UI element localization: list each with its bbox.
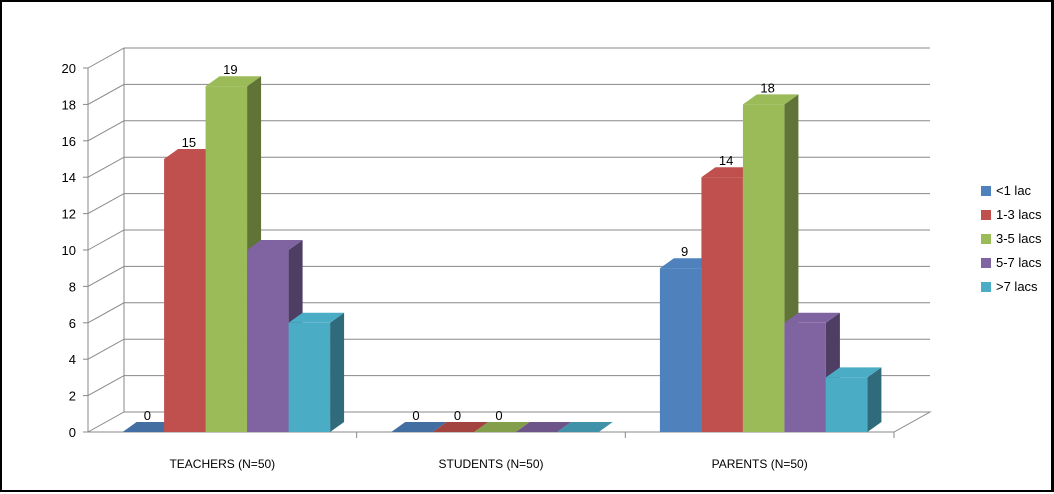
data-label: 19 <box>223 62 237 77</box>
category-label: STUDENTS (N=50) <box>438 457 543 471</box>
y-tick-label: 12 <box>62 207 76 222</box>
data-label: 9 <box>681 244 688 259</box>
gridline <box>87 193 930 215</box>
y-tick-label: 14 <box>62 170 76 185</box>
bar <box>784 312 840 432</box>
data-label: 0 <box>454 408 461 423</box>
bar <box>557 422 613 432</box>
bar-front <box>825 377 868 432</box>
y-tick-label: 10 <box>62 243 76 258</box>
bar <box>825 367 882 432</box>
y-tick-label: 0 <box>69 425 76 440</box>
gridline <box>87 156 930 178</box>
bar-front <box>164 159 206 432</box>
bar-top <box>784 312 840 323</box>
bar-top <box>825 367 882 378</box>
bar-side <box>330 312 345 432</box>
bar-side <box>867 367 882 432</box>
gridline <box>87 265 930 287</box>
legend-swatch <box>981 282 991 292</box>
bar-front <box>701 177 743 432</box>
legend-label: 1-3 lacs <box>996 207 1042 222</box>
legend-swatch <box>981 234 991 244</box>
y-axis-ticks: 0 2 4 6 8 10 12 14 16 18 20 <box>62 61 88 440</box>
bar-front <box>247 250 289 432</box>
bar-top <box>515 422 572 432</box>
y-tick-label: 18 <box>62 97 76 112</box>
legend-label: <1 lac <box>996 183 1032 198</box>
data-labels: 0 15 19 0 0 0 9 14 18 <box>144 62 775 423</box>
bar <box>515 422 572 432</box>
gridline <box>87 229 930 251</box>
bar-series <box>122 76 882 433</box>
bar-top <box>742 94 799 105</box>
data-label: 0 <box>412 408 419 423</box>
bar <box>474 422 530 432</box>
bar-top <box>288 312 345 323</box>
data-label: 15 <box>182 135 196 150</box>
gridline <box>87 47 930 69</box>
bar-top <box>432 422 489 432</box>
bar-top <box>391 422 447 432</box>
data-label: 0 <box>144 408 151 423</box>
data-label: 18 <box>760 80 774 95</box>
bar-front <box>659 268 702 432</box>
legend-swatch <box>981 186 991 196</box>
bar-top <box>557 422 613 432</box>
bar-top <box>247 240 303 250</box>
bar <box>288 312 345 432</box>
legend: <1 lac 1-3 lacs 3-5 lacs 5-7 lacs >7 lacs <box>981 183 1042 294</box>
bar <box>432 422 489 432</box>
legend-label: 5-7 lacs <box>996 255 1042 270</box>
y-tick-label: 2 <box>69 389 76 404</box>
x-axis-categories: TEACHERS (N=50) STUDENTS (N=50) PARENTS (N… <box>169 432 895 471</box>
bar-top <box>474 422 530 432</box>
y-tick-label: 4 <box>69 352 76 367</box>
legend-swatch <box>981 210 991 220</box>
y-tick-label: 6 <box>69 316 76 331</box>
bar-front <box>205 86 248 432</box>
bar-front <box>288 322 331 432</box>
category-label: PARENTS (N=50) <box>712 457 808 471</box>
legend-swatch <box>981 258 991 268</box>
gridline <box>87 83 930 105</box>
bar <box>391 422 447 432</box>
bar-front <box>784 322 826 432</box>
bar-top <box>205 76 262 87</box>
category-label: TEACHERS (N=50) <box>169 457 275 471</box>
data-label: 14 <box>719 153 733 168</box>
y-tick-label: 16 <box>62 134 76 149</box>
legend-label: 3-5 lacs <box>996 231 1042 246</box>
gridline <box>87 120 930 142</box>
y-tick-label: 8 <box>69 279 76 294</box>
y-tick-label: 20 <box>62 61 76 76</box>
bar-front <box>742 104 785 433</box>
data-label: 0 <box>495 408 502 423</box>
legend-label: >7 lacs <box>996 279 1038 294</box>
